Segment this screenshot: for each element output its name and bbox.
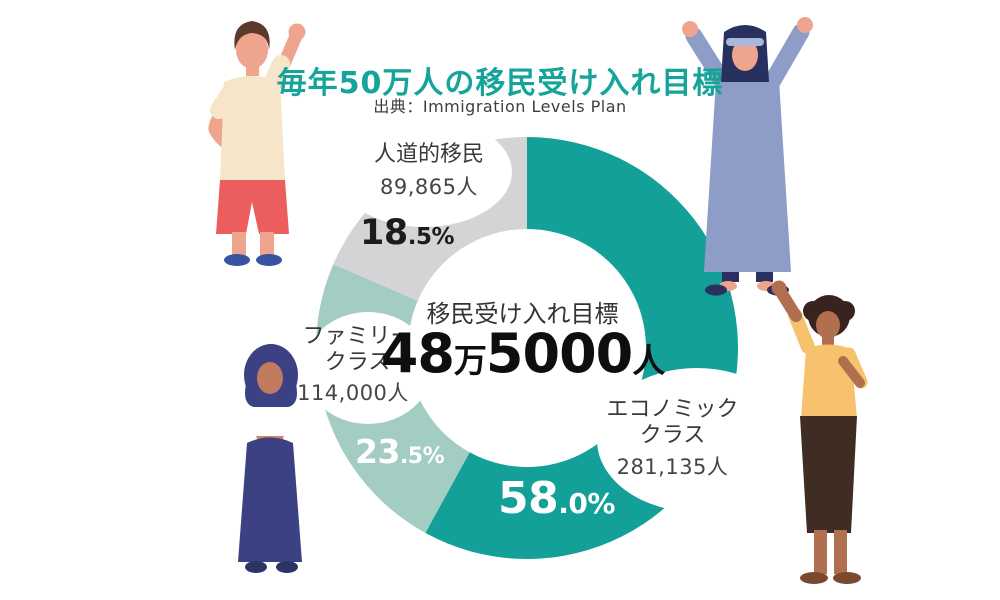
percent-value: 18 [360, 213, 408, 253]
person-in-robe-illustration [682, 17, 813, 296]
shirt [220, 76, 285, 182]
leg [232, 232, 246, 258]
segment-percent-family: 23.5% [355, 432, 445, 471]
bent-forearm [838, 356, 865, 388]
label-line: クラス [639, 423, 706, 448]
waving-hand [288, 23, 306, 41]
afro-hair [803, 301, 823, 321]
donut-chart [304, 117, 797, 559]
shoe [833, 572, 861, 584]
donut-center-label: 移民受け入れ目標 [426, 300, 619, 328]
shoe [256, 254, 282, 266]
segment-count-economic: 281,135人 [616, 455, 729, 479]
percent-fraction: .5% [399, 444, 445, 469]
source-note: 出典：Immigration Levels Plan [373, 97, 627, 116]
segment-count-humanitarian: 89,865人 [380, 175, 478, 199]
woman-fist-raised-illustration [771, 280, 868, 584]
shoe [800, 572, 828, 584]
hair [234, 21, 270, 50]
label-cutout-economic [597, 368, 797, 512]
woman-in-hijab-illustration [238, 344, 302, 573]
leg [834, 530, 847, 574]
percent-fraction: .5% [407, 224, 455, 250]
center-value-number: 5000 [485, 322, 633, 385]
raised-forearm [775, 286, 802, 322]
label-cutout-family [304, 312, 432, 424]
skirt [800, 416, 857, 533]
man-waving-illustration [208, 21, 306, 266]
segment-percent-economic: 58.0% [498, 473, 615, 524]
label-cutout-humanitarian [336, 117, 512, 227]
label-line: ファミリー [302, 324, 413, 349]
segment-label-humanitarian: 人道的移民 [373, 142, 484, 167]
face [816, 311, 840, 339]
segment-label-economic: エコノミック クラス [590, 397, 755, 449]
hijab-drape [245, 384, 297, 407]
shoe [224, 254, 250, 266]
percent-fraction: .0% [558, 487, 615, 520]
segment-count-family: 114,000人 [297, 381, 409, 405]
raised-arm [763, 23, 810, 91]
robe [704, 74, 791, 272]
label-line: クラス [324, 350, 391, 375]
afro-hair [835, 301, 855, 321]
dress [238, 437, 302, 562]
raised-arm [685, 27, 732, 91]
face [732, 39, 758, 71]
fist [771, 280, 787, 296]
shoe [276, 561, 298, 573]
leg [260, 232, 274, 258]
percent-value: 23 [355, 432, 400, 471]
leg [814, 530, 827, 574]
shoe [705, 284, 727, 296]
donut-center-value: 48万5000人 [380, 322, 665, 385]
center-value-unit: 万 [453, 341, 487, 380]
percent-value: 58 [498, 473, 559, 524]
shorts [216, 180, 289, 234]
segment-percent-humanitarian: 18.5% [360, 213, 455, 253]
segment-label-family: ファミリー クラス [285, 324, 430, 376]
shoe [245, 561, 267, 573]
infographic-title: 毎年50万人の移民受け入れ目標 [276, 66, 724, 101]
face [236, 31, 268, 69]
center-value-number: 48 [380, 322, 455, 385]
center-value-unit: 人 [632, 341, 665, 380]
face [257, 362, 283, 394]
headband [726, 38, 764, 46]
label-line: エコノミック [606, 397, 739, 422]
hand [797, 17, 813, 33]
hand [682, 21, 698, 37]
